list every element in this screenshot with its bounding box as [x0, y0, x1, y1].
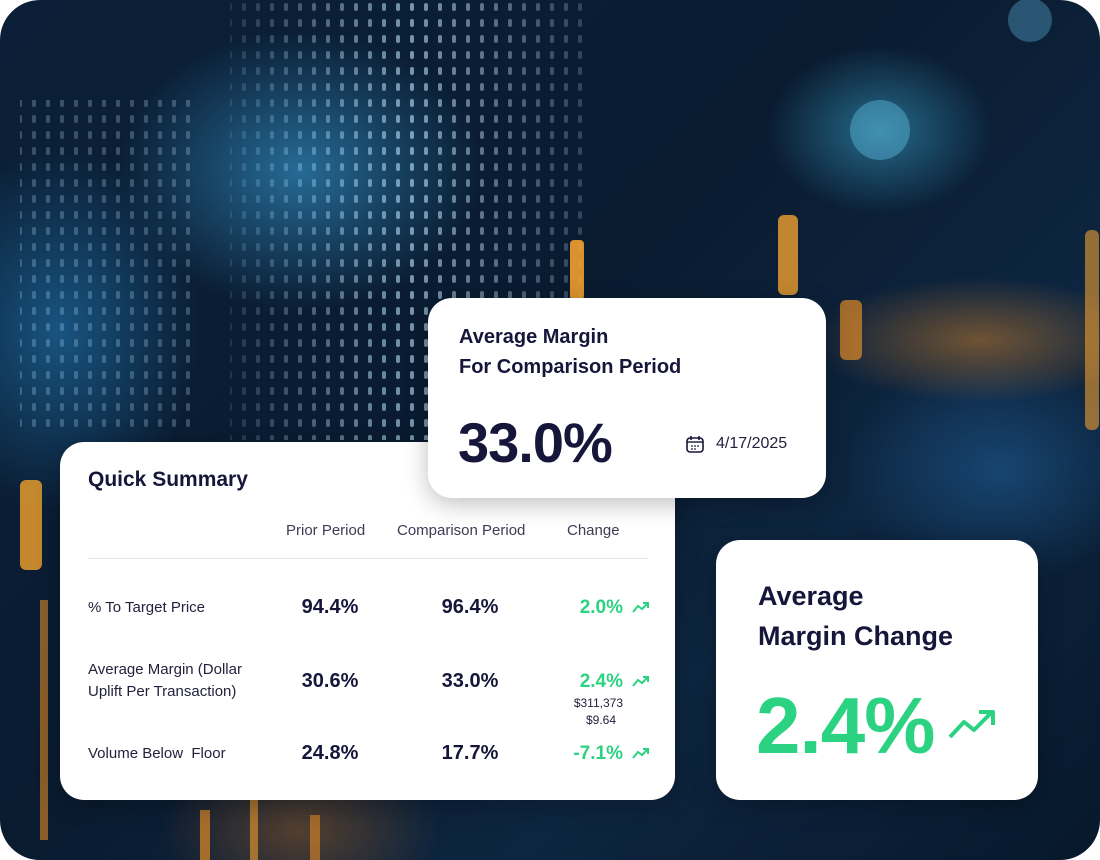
calendar-icon — [686, 436, 704, 453]
prior-value: 30.6% — [301, 670, 359, 692]
change-value: -7.1% — [573, 743, 623, 764]
card-title: For Comparison Period — [459, 356, 682, 378]
divider — [88, 558, 648, 559]
card-title: Average — [758, 581, 864, 611]
comparison-card: Average Margin For Comparison Period 33.… — [428, 298, 826, 498]
change-detail: $311,373 — [573, 696, 623, 710]
trend-up-icon — [632, 676, 649, 687]
column-header: Comparison Period — [397, 522, 526, 539]
card-date: 4/17/2025 — [716, 435, 788, 452]
column-header: Prior Period — [286, 522, 366, 539]
change-value: 2.4% — [579, 671, 623, 692]
row-label: % To Target Price — [88, 599, 206, 616]
row-label: Average Margin (Dollar Uplift Per Transa… — [88, 661, 242, 700]
card-value: 2.4% — [756, 681, 935, 770]
change-detail: $9.64 — [585, 713, 616, 727]
column-header: Change — [567, 522, 620, 539]
summary-title: Quick Summary — [88, 468, 248, 491]
card-value: 33.0% — [458, 411, 613, 474]
row-label: Volume Below Floor — [88, 745, 226, 762]
prior-value: 24.8% — [301, 742, 359, 764]
comparison-value: 33.0% — [441, 670, 499, 692]
trend-up-icon — [632, 602, 649, 613]
comparison-value: 17.7% — [441, 742, 499, 764]
trend-up-icon — [948, 710, 995, 739]
comparison-value: 96.4% — [441, 596, 499, 618]
summary-card: Quick Summary Prior Period Comparison Pe… — [60, 442, 675, 800]
card-title: Average Margin — [459, 326, 609, 348]
card-title: Margin Change — [758, 621, 954, 651]
prior-value: 94.4% — [301, 596, 359, 618]
trend-up-icon — [632, 748, 649, 759]
change-card: Average Margin Change 2.4% — [716, 540, 1038, 800]
change-value: 2.0% — [579, 597, 623, 618]
